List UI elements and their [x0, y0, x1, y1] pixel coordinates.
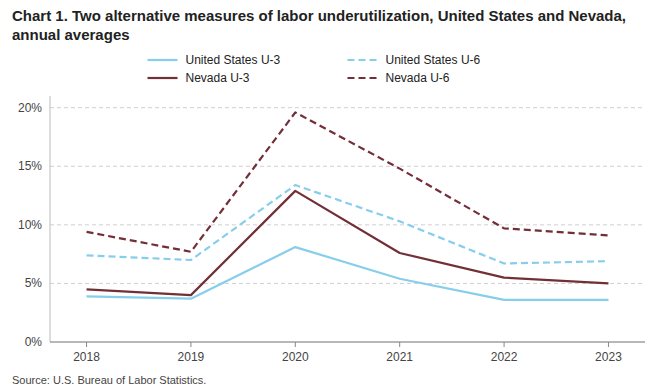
series-line: [87, 112, 609, 251]
x-tick-label: 2018: [73, 350, 100, 364]
legend-label: United States U-3: [186, 53, 281, 67]
legend-swatch: [148, 77, 178, 79]
x-tick-label: 2021: [386, 350, 413, 364]
x-tick-label: 2023: [595, 350, 622, 364]
legend-label: Nevada U-3: [186, 71, 250, 85]
x-tick: [504, 342, 505, 347]
legend-label: Nevada U-6: [386, 71, 450, 85]
x-tick: [608, 342, 609, 347]
x-tick: [295, 342, 296, 347]
y-grid: [50, 108, 645, 342]
x-tick: [399, 342, 400, 347]
legend-swatch: [348, 77, 378, 79]
legend-label: United States U-6: [386, 53, 481, 67]
legend: United States U-3 United States U-6 Nevada…: [148, 53, 481, 85]
y-tick-label: 5%: [25, 276, 43, 290]
x-tick-label: 2022: [491, 350, 518, 364]
grid-line: [50, 107, 645, 108]
chart-title: Chart 1. Two alternative measures of lab…: [12, 6, 648, 44]
x-axis-line: [50, 342, 645, 343]
grid-line: [50, 224, 645, 225]
legend-swatch: [148, 59, 178, 61]
series-lines: [87, 112, 609, 299]
grid-line: [50, 283, 645, 284]
grid-line: [50, 166, 645, 167]
x-tick: [190, 342, 191, 347]
grid-line: [50, 342, 645, 343]
series-line: [87, 247, 609, 300]
y-axis-line: [50, 96, 51, 342]
series-line: [87, 191, 609, 295]
y-tick-label: 20%: [18, 101, 42, 115]
x-tick-label: 2019: [178, 350, 205, 364]
chart: 0% 5% 10% 15% 20% 2018 2019 2020 2021 2022 2023 Uni…: [0, 0, 660, 390]
y-tick-label: 10%: [18, 218, 42, 232]
y-tick-label: 15%: [18, 159, 42, 173]
source-note: Source: U.S. Bureau of Labor Statistics.: [12, 374, 206, 386]
x-tick-label: 2020: [282, 350, 309, 364]
x-tick: [86, 342, 87, 347]
legend-swatch: [348, 59, 378, 61]
series-line: [87, 185, 609, 263]
y-tick-label: 0%: [25, 335, 43, 349]
